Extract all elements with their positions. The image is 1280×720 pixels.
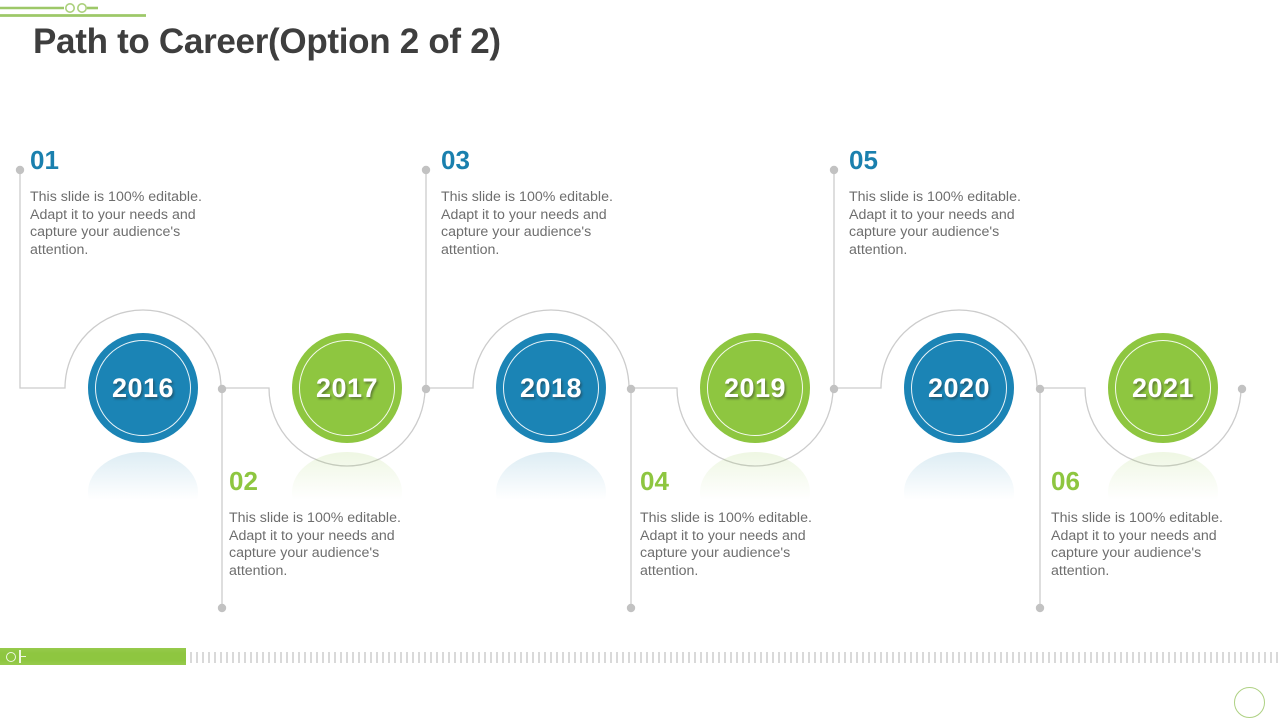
reflection-2020 [904,452,1014,532]
top-left-deco-lines [0,3,146,17]
timeline-label-05: 05 This slide is 100% editable. Adapt it… [849,147,1039,259]
step-number: 02 [229,466,258,496]
step-number: 04 [640,466,669,496]
step-number: 05 [849,145,878,175]
year-label: 2019 [723,372,787,403]
year-circle-2017: 2017 [292,333,402,443]
slide-title: Path to Career(Option 2 of 2) [33,22,501,61]
reflection-2017 [292,452,402,532]
step-description: This slide is 100% editable. Adapt it to… [849,189,1021,258]
year-circle-2018: 2018 [496,333,606,443]
step-description: This slide is 100% editable. Adapt it to… [229,510,401,579]
year-circle-2020: 2020 [904,333,1014,443]
reflection-2019 [700,452,810,532]
bottom-progress-bar [0,648,186,665]
year-label: 2016 [111,372,175,403]
step-description: This slide is 100% editable. Adapt it to… [30,189,202,258]
step-number: 06 [1051,466,1080,496]
step-number: 03 [441,145,470,175]
progress-marker-dash-icon [21,655,26,658]
step-description: This slide is 100% editable. Adapt it to… [441,189,613,258]
timeline-label-02: 02 This slide is 100% editable. Adapt it… [229,468,419,580]
timeline-node-dots [15,165,1247,613]
timeline-label-04: 04 This slide is 100% editable. Adapt it… [640,468,830,580]
progress-circle-icon [6,652,16,662]
year-label: 2020 [927,372,991,403]
year-label: 2018 [519,372,583,403]
year-circle-2021: 2021 [1108,333,1218,443]
step-description: This slide is 100% editable. Adapt it to… [640,510,812,579]
reflection-2016 [88,452,198,532]
timeline-label-03: 03 This slide is 100% editable. Adapt it… [441,147,631,259]
step-number: 01 [30,145,59,175]
year-label: 2017 [315,372,379,403]
timeline-label-06: 06 This slide is 100% editable. Adapt it… [1051,468,1241,580]
reflection-2021 [1108,452,1218,532]
step-description: This slide is 100% editable. Adapt it to… [1051,510,1223,579]
year-circle-2016: 2016 [88,333,198,443]
bottom-tick-strip [190,652,1280,663]
bottom-right-circle-icon [1234,687,1265,718]
progress-marker-icon [19,650,21,663]
year-circle-2019: 2019 [700,333,810,443]
reflection-2018 [496,452,606,532]
timeline-label-01: 01 This slide is 100% editable. Adapt it… [30,147,220,259]
year-label: 2021 [1131,372,1195,403]
